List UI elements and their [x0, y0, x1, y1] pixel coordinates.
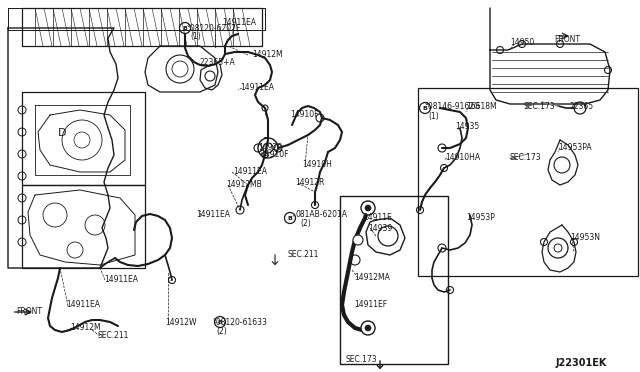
Text: 14920: 14920 [258, 143, 282, 152]
Text: J22301EK: J22301EK [556, 358, 607, 368]
Text: °08146-9162G: °08146-9162G [424, 102, 480, 111]
Circle shape [361, 201, 375, 215]
Text: SEC.211: SEC.211 [288, 250, 319, 259]
Text: 22365: 22365 [570, 102, 594, 111]
Circle shape [353, 235, 363, 245]
Text: °08120-61633: °08120-61633 [212, 318, 267, 327]
Text: 14953PA: 14953PA [558, 143, 591, 152]
Circle shape [361, 321, 375, 335]
Text: 14912MB: 14912MB [226, 180, 262, 189]
Circle shape [365, 205, 371, 211]
Text: FRONT: FRONT [16, 307, 42, 316]
Text: 14910H: 14910H [302, 160, 332, 169]
Bar [340, 196, 448, 364]
Text: 14912M: 14912M [70, 323, 100, 332]
Text: 14911EA: 14911EA [196, 210, 230, 219]
Text: 14935: 14935 [455, 122, 479, 131]
Bar [418, 88, 638, 276]
Text: FRONT: FRONT [554, 35, 580, 44]
Text: (2): (2) [216, 327, 227, 336]
Text: 14939: 14939 [368, 224, 392, 233]
Text: 14911EF: 14911EF [354, 300, 387, 309]
Text: 14911EA: 14911EA [233, 167, 267, 176]
Text: 14912W: 14912W [165, 318, 196, 327]
Text: (1): (1) [428, 112, 439, 121]
Text: 22365+A: 22365+A [200, 58, 236, 67]
Text: (1): (1) [190, 32, 201, 41]
Text: 14911EA: 14911EA [104, 275, 138, 284]
Text: 14912MA: 14912MA [354, 273, 390, 282]
Text: 14912R: 14912R [295, 178, 324, 187]
Text: SEC.173: SEC.173 [510, 153, 541, 162]
Text: 14911EA: 14911EA [222, 18, 256, 27]
Text: 16618M: 16618M [466, 102, 497, 111]
Text: 14911E: 14911E [363, 213, 392, 222]
Text: SEC.211: SEC.211 [97, 331, 129, 340]
Text: (2): (2) [300, 219, 311, 228]
Circle shape [365, 325, 371, 331]
Text: 14911EA: 14911EA [66, 300, 100, 309]
Text: 14910HA: 14910HA [445, 153, 480, 162]
Text: 14912M: 14912M [252, 50, 283, 59]
Text: B: B [287, 215, 292, 221]
Text: B: B [182, 26, 188, 31]
Text: 14950: 14950 [510, 38, 534, 47]
Text: 14910F: 14910F [290, 110, 319, 119]
Text: 081AB-6201A: 081AB-6201A [296, 210, 348, 219]
Text: SEC.173: SEC.173 [345, 355, 376, 364]
Text: 14953N: 14953N [570, 233, 600, 242]
Text: SEC.173: SEC.173 [524, 102, 556, 111]
Text: 14953P: 14953P [466, 213, 495, 222]
Text: °08120-6202F: °08120-6202F [186, 24, 240, 33]
Text: B: B [422, 106, 428, 110]
Text: 14910F: 14910F [260, 150, 289, 159]
Text: 14911EA: 14911EA [240, 83, 274, 92]
Text: D: D [58, 128, 67, 138]
Text: B: B [218, 320, 223, 324]
